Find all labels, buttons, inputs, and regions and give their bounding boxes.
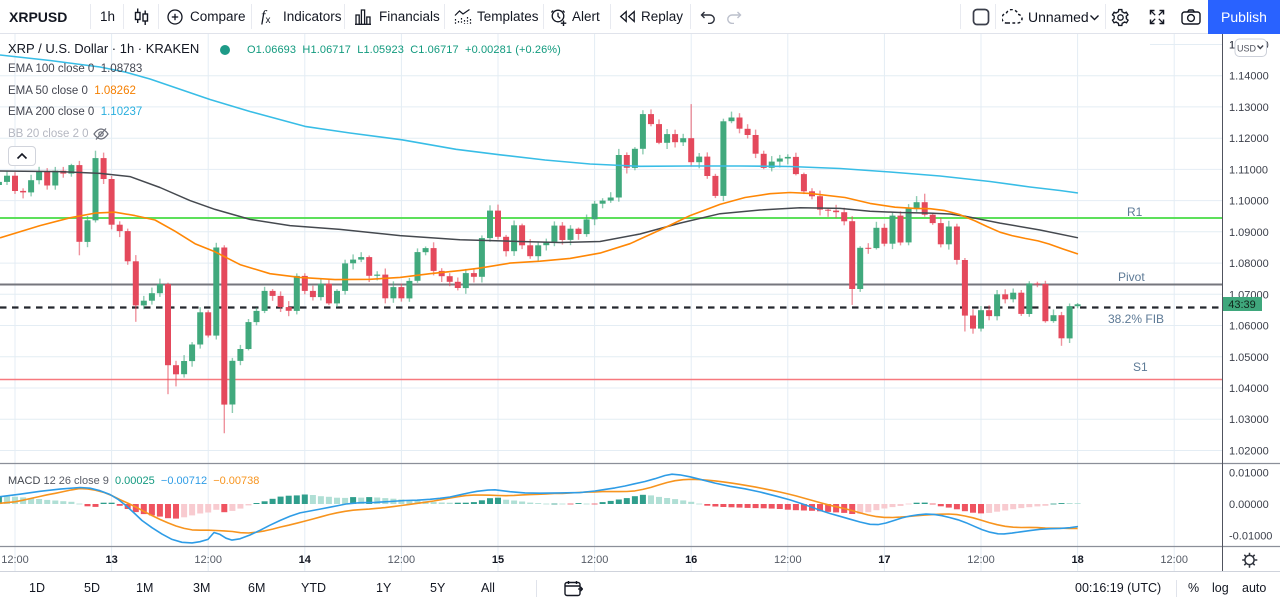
svg-text:17: 17 bbox=[878, 554, 890, 566]
svg-text:Pivot: Pivot bbox=[1118, 270, 1145, 284]
svg-text:1.11000: 1.11000 bbox=[1229, 164, 1268, 176]
svg-text:12:00: 12:00 bbox=[774, 554, 802, 566]
svg-text:43:39: 43:39 bbox=[1228, 299, 1256, 311]
svg-text:12:00: 12:00 bbox=[967, 554, 995, 566]
svg-text:1: 1 bbox=[1229, 40, 1235, 52]
svg-text:12:00: 12:00 bbox=[1, 554, 29, 566]
svg-text:15: 15 bbox=[492, 554, 504, 566]
svg-text:38.2% FIB: 38.2% FIB bbox=[1108, 312, 1164, 326]
svg-text:12:00: 12:00 bbox=[1160, 554, 1188, 566]
svg-text:1.13000: 1.13000 bbox=[1229, 102, 1269, 114]
svg-text:1.10000: 1.10000 bbox=[1229, 196, 1269, 208]
svg-text:16: 16 bbox=[685, 554, 697, 566]
svg-text:1.08000: 1.08000 bbox=[1229, 258, 1269, 270]
svg-text:1.03000: 1.03000 bbox=[1229, 414, 1269, 426]
svg-text:12:00: 12:00 bbox=[194, 554, 222, 566]
svg-text:1.14000: 1.14000 bbox=[1229, 71, 1269, 83]
svg-text:12:00: 12:00 bbox=[388, 554, 416, 566]
svg-text:S1: S1 bbox=[1133, 360, 1148, 374]
svg-text:1.12000: 1.12000 bbox=[1229, 133, 1269, 145]
svg-text:12:00: 12:00 bbox=[581, 554, 609, 566]
svg-text:18: 18 bbox=[1071, 554, 1083, 566]
svg-text:14: 14 bbox=[299, 554, 312, 566]
svg-text:USD: USD bbox=[1237, 44, 1257, 54]
svg-text:1.05000: 1.05000 bbox=[1229, 352, 1269, 364]
svg-text:1.02000: 1.02000 bbox=[1229, 446, 1269, 458]
svg-text:-0.01000: -0.01000 bbox=[1229, 531, 1272, 543]
svg-text:R1: R1 bbox=[1127, 205, 1143, 219]
svg-text:1.04000: 1.04000 bbox=[1229, 383, 1269, 395]
svg-text:0.00000: 0.00000 bbox=[1229, 499, 1269, 511]
svg-text:0.01000: 0.01000 bbox=[1229, 467, 1269, 479]
svg-text:13: 13 bbox=[105, 554, 117, 566]
svg-text:1.09000: 1.09000 bbox=[1229, 227, 1269, 239]
svg-text:1.06000: 1.06000 bbox=[1229, 321, 1269, 333]
